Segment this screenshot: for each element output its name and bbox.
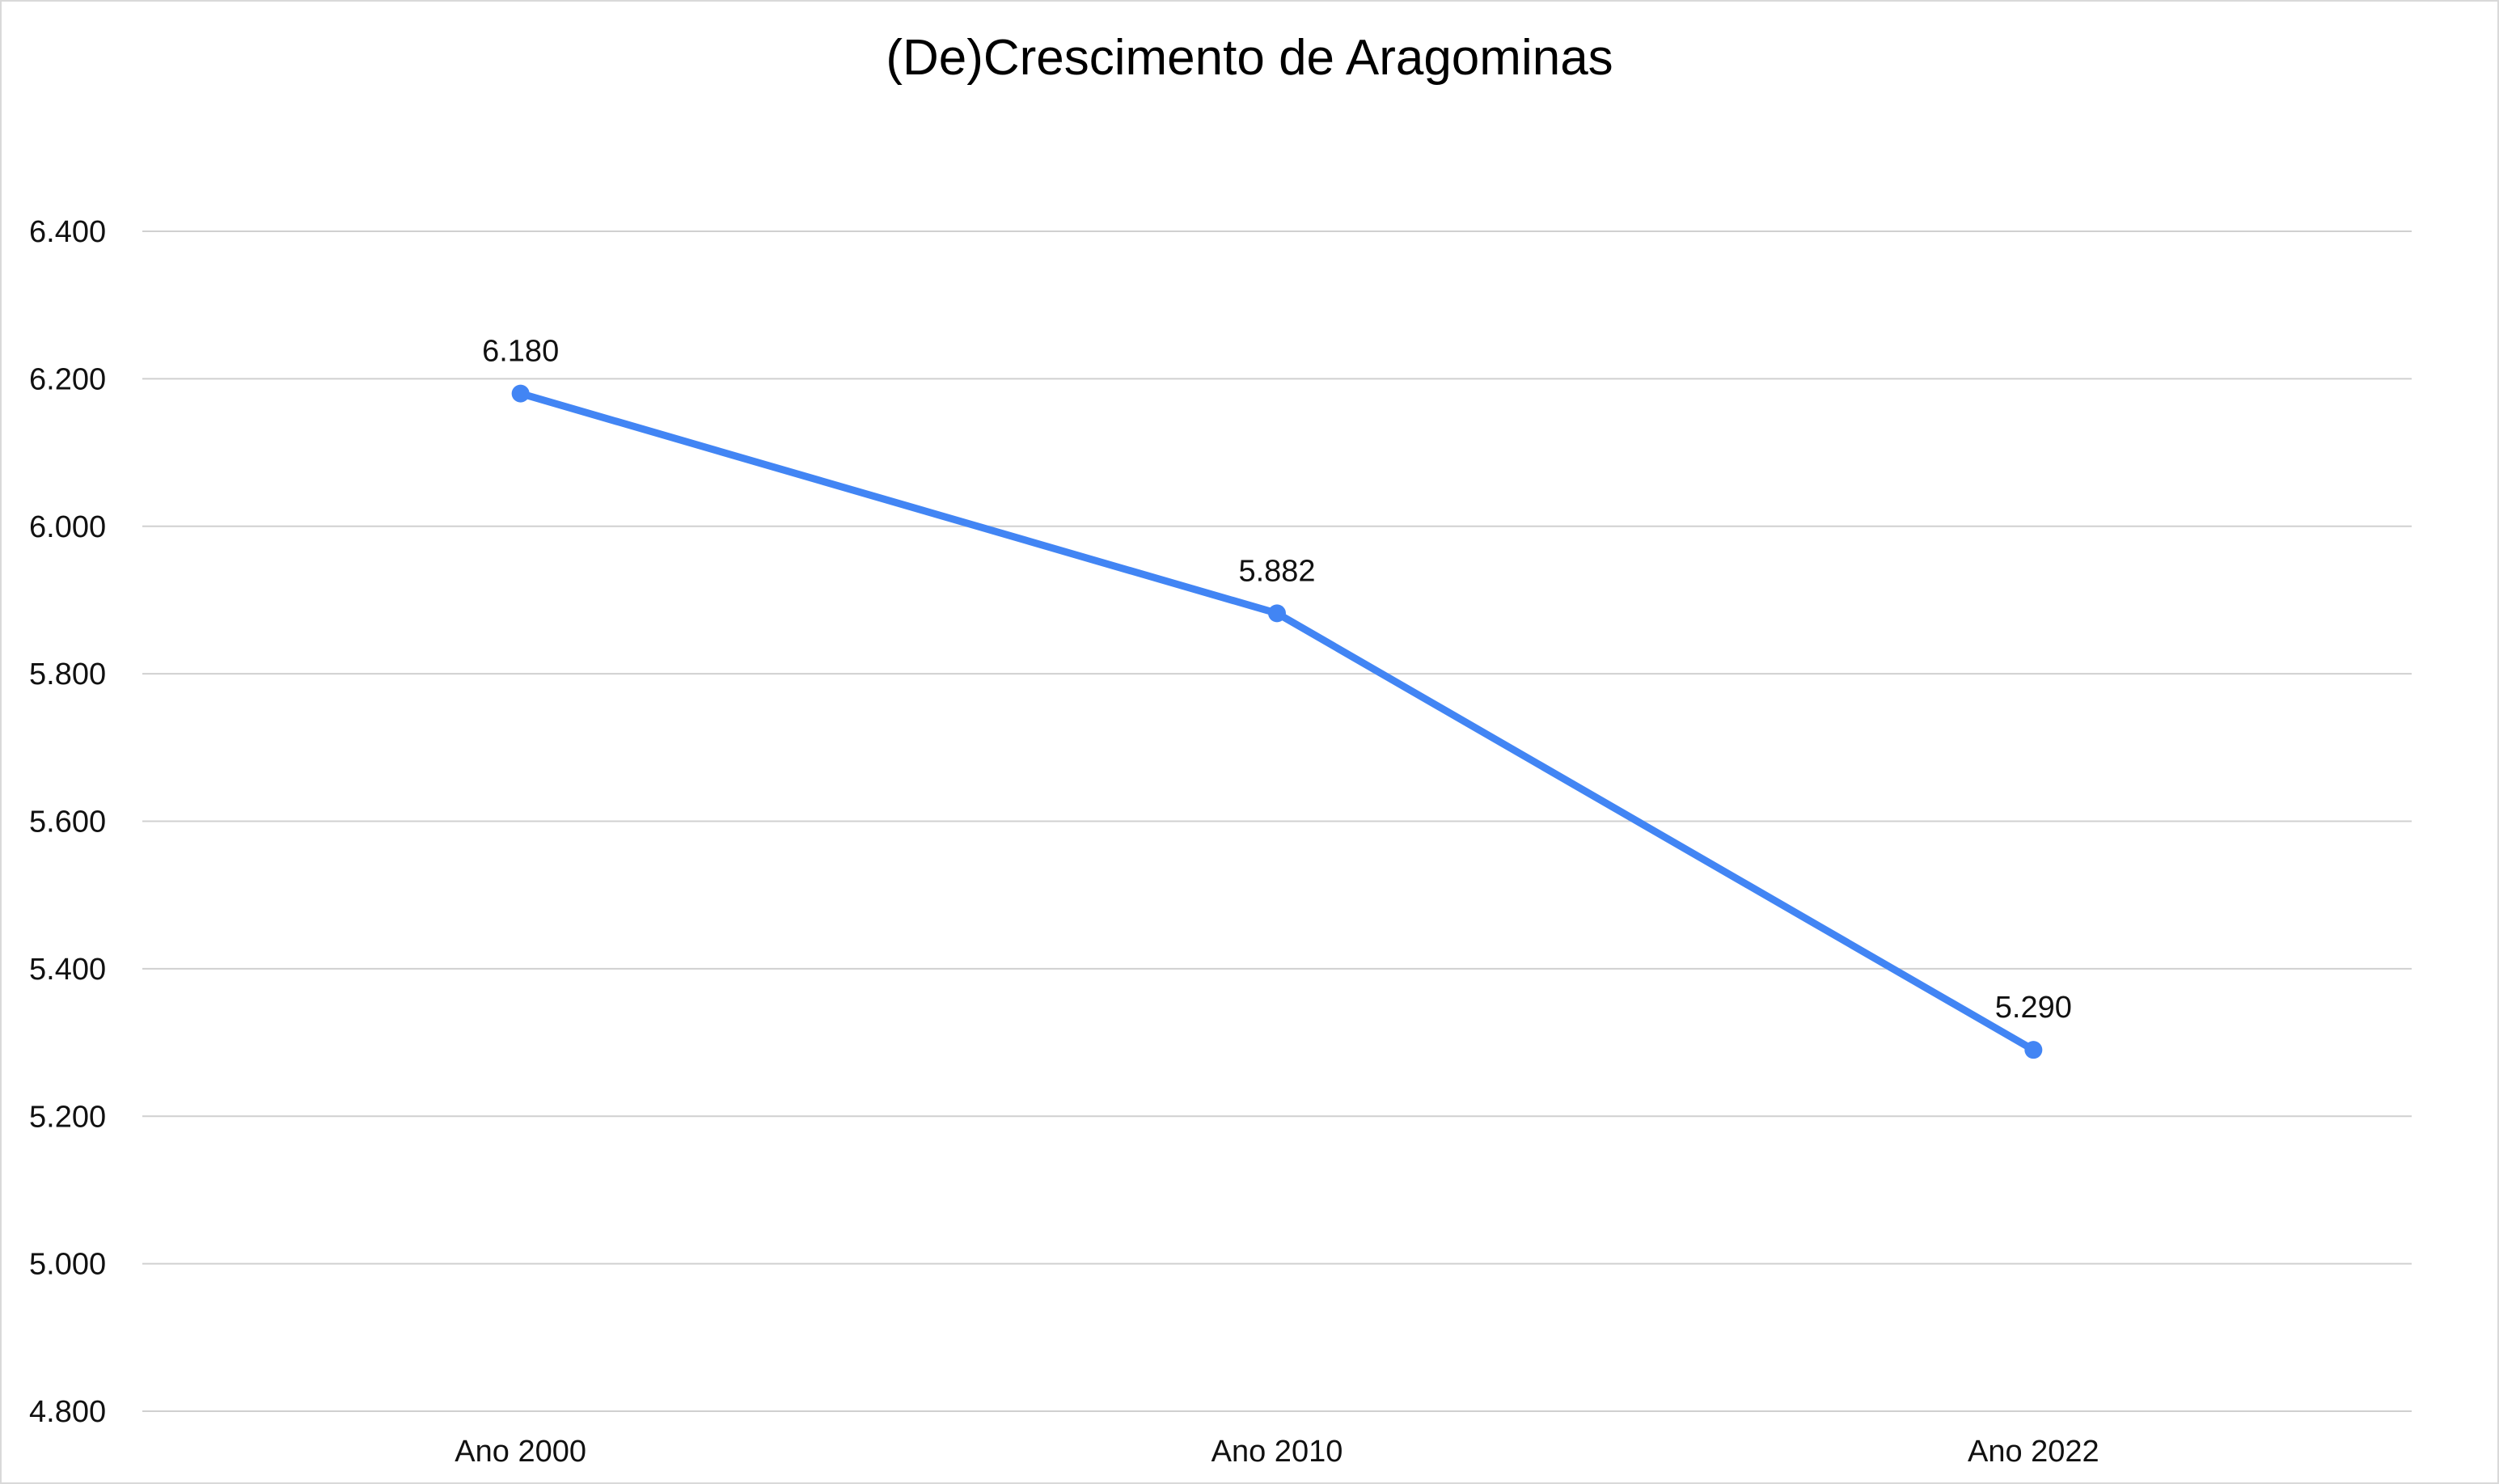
y-tick-label: 5.400 bbox=[29, 953, 106, 987]
x-tick-label: Ano 2010 bbox=[1211, 1435, 1343, 1469]
y-tick-label: 5.800 bbox=[29, 657, 106, 691]
series bbox=[511, 384, 2043, 1059]
gridlines bbox=[142, 230, 2412, 1412]
y-tick-label: 6.400 bbox=[29, 215, 106, 249]
data-label: 5.882 bbox=[1238, 554, 1315, 588]
y-tick-label: 4.800 bbox=[29, 1395, 106, 1429]
data-point bbox=[1268, 604, 1286, 623]
data-label: 5.290 bbox=[1995, 991, 2072, 1025]
data-point bbox=[511, 384, 530, 403]
y-axis-ticks: 4.800 5.000 5.200 5.400 5.600 5.800 6.000 6.200… bbox=[29, 215, 106, 1429]
y-tick-label: 5.000 bbox=[29, 1248, 106, 1282]
y-tick-label: 5.600 bbox=[29, 805, 106, 839]
x-axis-ticks: Ano 2000 Ano 2010 Ano 2022 bbox=[455, 1435, 2099, 1469]
data-point bbox=[2024, 1041, 2043, 1059]
data-label: 6.180 bbox=[482, 335, 559, 369]
series-line bbox=[517, 390, 2037, 1054]
data-labels: 6.180 5.882 5.290 bbox=[482, 335, 2072, 1025]
x-tick-label: Ano 2000 bbox=[455, 1435, 586, 1469]
y-tick-label: 6.000 bbox=[29, 510, 106, 544]
y-tick-label: 6.200 bbox=[29, 362, 106, 396]
y-tick-label: 5.200 bbox=[29, 1100, 106, 1134]
x-tick-label: Ano 2022 bbox=[1968, 1435, 2099, 1469]
chart-title: (De)Crescimento de Aragominas bbox=[886, 30, 1613, 86]
